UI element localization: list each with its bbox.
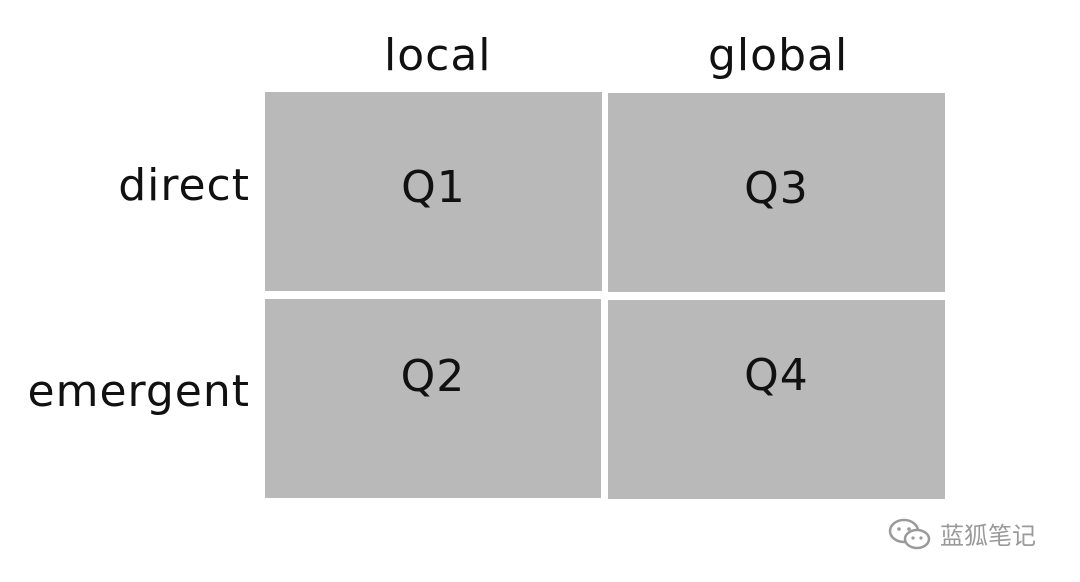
quadrant-q2-label: Q2 <box>400 351 466 402</box>
quadrant-q4: Q4 <box>608 300 945 499</box>
quadrant-q3: Q3 <box>608 93 945 292</box>
quadrant-q4-label: Q4 <box>744 350 809 401</box>
quadrant-q3-label: Q3 <box>744 163 809 214</box>
row-label-emergent: emergent <box>27 366 250 417</box>
column-label-global: global <box>708 30 849 81</box>
watermark: 蓝狐笔记 <box>888 516 1036 551</box>
row-label-direct: direct <box>118 160 250 211</box>
column-label-local: local <box>384 30 492 81</box>
quadrant-q1-label: Q1 <box>401 162 466 213</box>
quadrant-q2: Q2 <box>265 299 601 498</box>
quadrant-q1: Q1 <box>265 92 602 291</box>
wechat-icon <box>888 517 932 551</box>
watermark-text: 蓝狐笔记 <box>940 522 1036 550</box>
